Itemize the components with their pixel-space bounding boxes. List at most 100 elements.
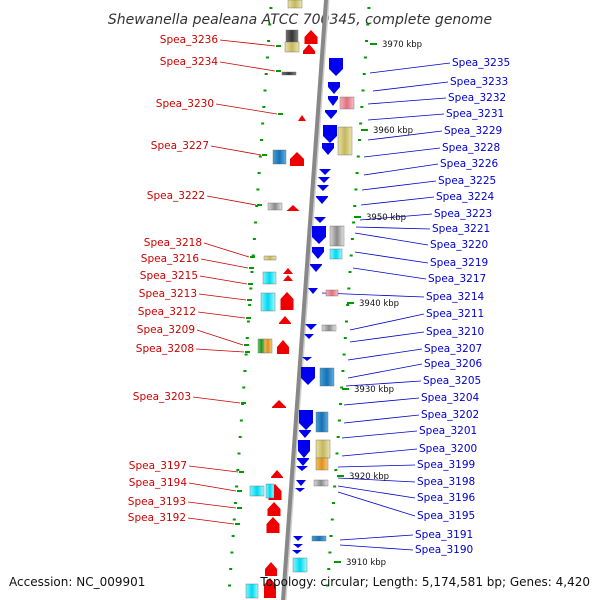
gene-label-right: Spea_3219 xyxy=(430,257,488,269)
gene-label-left: Spea_3230 xyxy=(156,98,214,110)
label-leader xyxy=(337,464,416,468)
reverse-gene-labels: Spea_3235 Spea_3233 Spea_3232 Spea_3231 Spea… xyxy=(415,57,510,556)
reverse-gene-arrow xyxy=(322,143,334,155)
gene-label-right: Spea_3205 xyxy=(423,375,481,387)
topology-text: Topology: circular; Length: 5,174,581 bp… xyxy=(259,575,590,589)
reverse-gene-arrow xyxy=(314,217,326,223)
label-leader xyxy=(219,61,276,72)
label-leader xyxy=(360,196,435,206)
label-leader xyxy=(349,313,425,331)
gene-box xyxy=(249,485,265,497)
reverse-gene-arrow xyxy=(328,96,338,106)
gene-box xyxy=(245,583,259,599)
gene-label-right: Spea_3207 xyxy=(424,343,482,355)
label-leader xyxy=(363,147,441,158)
forward-gene-labels: Spea_3236 Spea_3234 Spea_3230 Spea_3227 Spea… xyxy=(128,34,219,524)
gene-box xyxy=(281,71,297,76)
reverse-gene-arrow xyxy=(328,82,340,94)
gene-label-right: Spea_3223 xyxy=(434,208,492,220)
gene-label-right: Spea_3202 xyxy=(421,409,479,421)
gene-label-right: Spea_3211 xyxy=(426,308,484,320)
gene-label-right: Spea_3225 xyxy=(438,175,496,187)
gene-features xyxy=(245,0,355,599)
gene-label-left: Spea_3203 xyxy=(133,391,191,403)
kbp-label: 3930 kbp xyxy=(354,385,394,395)
gene-box xyxy=(321,324,337,332)
gene-box xyxy=(260,292,276,312)
reverse-gene-arrow xyxy=(318,177,330,183)
gene-label-left: Spea_3218 xyxy=(144,237,202,249)
reverse-gene-arrow xyxy=(310,264,322,272)
label-leader xyxy=(200,258,249,269)
label-leader xyxy=(210,145,262,156)
forward-gene-arrow xyxy=(286,205,300,211)
gene-label-left: Spea_3193 xyxy=(128,496,186,508)
gene-box xyxy=(315,457,329,471)
gene-label-right: Spea_3199 xyxy=(417,459,475,471)
reverse-gene-arrow xyxy=(298,440,310,458)
label-leader xyxy=(372,81,449,92)
label-leader xyxy=(339,534,414,541)
reverse-gene-arrow xyxy=(304,334,314,339)
label-leader xyxy=(187,501,237,509)
label-leader xyxy=(203,242,250,258)
gene-label-left: Spea_3212 xyxy=(138,306,196,318)
gene-label-right: Spea_3190 xyxy=(415,544,473,556)
gene-label-right: Spea_3206 xyxy=(424,358,483,370)
label-leader xyxy=(349,331,425,343)
reverse-gene-arrow xyxy=(317,185,329,191)
gene-label-right: Spea_3217 xyxy=(428,273,486,285)
genome-axis xyxy=(281,0,328,600)
label-leader xyxy=(337,491,416,517)
forward-gene-arrow xyxy=(298,115,306,121)
gene-label-left: Spea_3236 xyxy=(160,34,219,46)
forward-gene-arrow xyxy=(264,578,276,598)
label-leader xyxy=(188,482,237,492)
gene-box xyxy=(315,439,331,459)
genome-title: Shewanella pealeana ATCC 700345, complet… xyxy=(108,12,492,28)
reverse-gene-arrow xyxy=(295,488,305,492)
forward-gene-arrow xyxy=(283,275,293,281)
label-leader xyxy=(367,130,443,141)
gene-label-right: Spea_3196 xyxy=(417,492,476,504)
gene-label-left: Spea_3227 xyxy=(151,140,209,152)
accession-text: Accession: NC_009901 xyxy=(9,575,145,589)
forward-gene-arrow xyxy=(290,152,304,166)
gene-label-right: Spea_3231 xyxy=(446,108,504,120)
label-leader xyxy=(337,485,416,499)
gene-box xyxy=(319,367,335,387)
gene-box xyxy=(339,96,355,110)
gene-label-right: Spea_3221 xyxy=(432,223,490,235)
gene-box xyxy=(292,557,308,573)
label-leader xyxy=(347,348,423,361)
label-leader xyxy=(354,232,429,246)
gene-label-right: Spea_3191 xyxy=(415,529,473,541)
gene-box xyxy=(265,483,275,499)
kbp-label: 3910 kbp xyxy=(346,558,386,568)
forward-gene-arrow xyxy=(304,30,318,44)
reverse-gene-arrow xyxy=(302,357,312,361)
reverse-gene-arrow xyxy=(299,430,311,438)
label-leader xyxy=(195,348,245,353)
scale-ticks xyxy=(228,7,371,587)
reverse-gene-arrow xyxy=(312,247,324,259)
reverse-gene-arrow xyxy=(308,288,318,294)
label-leader xyxy=(198,293,247,301)
gene-box xyxy=(337,126,353,156)
label-leader xyxy=(361,180,437,191)
gene-box xyxy=(329,225,345,247)
reverse-gene-arrow xyxy=(316,196,328,204)
label-leader xyxy=(352,267,427,280)
gene-box xyxy=(284,41,300,53)
gene-label-left: Spea_3209 xyxy=(137,324,195,336)
gene-label-left: Spea_3192 xyxy=(128,512,186,524)
gene-box xyxy=(267,202,283,211)
label-leader xyxy=(321,292,425,298)
label-leader xyxy=(369,62,451,74)
gene-label-right: Spea_3233 xyxy=(450,76,508,88)
label-leader xyxy=(354,251,429,264)
gene-label-left: Spea_3197 xyxy=(129,460,187,472)
gene-label-left: Spea_3194 xyxy=(129,477,188,489)
kbp-label: 3960 kbp xyxy=(373,126,413,136)
gene-box xyxy=(272,149,287,165)
